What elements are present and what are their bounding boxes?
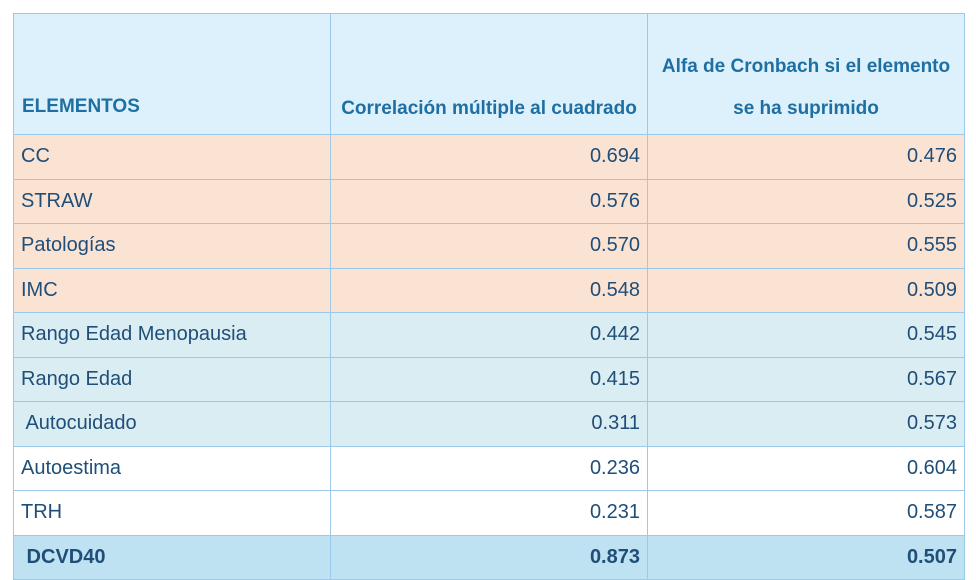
row-correlation-value: 0.576 bbox=[330, 178, 648, 224]
row-label: IMC bbox=[13, 267, 331, 313]
row-alpha-value: 0.587 bbox=[647, 490, 965, 536]
table-row: IMC 0.548 0.509 bbox=[13, 267, 965, 313]
header-alfa: Alfa de Cronbach si el elemento se ha su… bbox=[647, 13, 965, 135]
row-correlation-value: 0.548 bbox=[330, 267, 648, 313]
row-alpha-value: 0.555 bbox=[647, 223, 965, 269]
table-row: CC 0.694 0.476 bbox=[13, 134, 965, 180]
row-label: Autoestima bbox=[13, 445, 331, 491]
table-row: Patologías 0.570 0.555 bbox=[13, 223, 965, 269]
row-alpha-value: 0.567 bbox=[647, 356, 965, 402]
row-alpha-value: 0.476 bbox=[647, 134, 965, 180]
row-alpha-value: 0.525 bbox=[647, 178, 965, 224]
row-correlation-value: 0.311 bbox=[330, 401, 648, 447]
reliability-table: ELEMENTOS Correlación múltiple al cuadra… bbox=[13, 13, 965, 580]
row-correlation-value: 0.236 bbox=[330, 445, 648, 491]
table-row: Autocuidado 0.311 0.573 bbox=[13, 401, 965, 447]
row-label: CC bbox=[13, 134, 331, 180]
table-row: Autoestima 0.236 0.604 bbox=[13, 445, 965, 491]
row-alpha-value: 0.509 bbox=[647, 267, 965, 313]
table-row: TRH 0.231 0.587 bbox=[13, 490, 965, 536]
row-correlation-value: 0.231 bbox=[330, 490, 648, 536]
row-alpha-value: 0.573 bbox=[647, 401, 965, 447]
table-body: CC 0.694 0.476 STRAW 0.576 0.525 Patologías 0.5… bbox=[13, 134, 965, 580]
header-elementos: ELEMENTOS bbox=[13, 13, 331, 135]
row-label: Rango Edad Menopausia bbox=[13, 312, 331, 358]
row-alpha-value: 0.604 bbox=[647, 445, 965, 491]
row-label: DCVD40 bbox=[13, 534, 331, 580]
table-row: Rango Edad 0.415 0.567 bbox=[13, 356, 965, 402]
row-label: Patologías bbox=[13, 223, 331, 269]
table-row: STRAW 0.576 0.525 bbox=[13, 178, 965, 224]
row-alpha-value: 0.507 bbox=[647, 534, 965, 580]
row-label: Autocuidado bbox=[13, 401, 331, 447]
table-row: Rango Edad Menopausia 0.442 0.545 bbox=[13, 312, 965, 358]
row-label: Rango Edad bbox=[13, 356, 331, 402]
table-header-row: ELEMENTOS Correlación múltiple al cuadra… bbox=[13, 13, 965, 135]
row-correlation-value: 0.415 bbox=[330, 356, 648, 402]
row-correlation-value: 0.570 bbox=[330, 223, 648, 269]
header-correlacion: Correlación múltiple al cuadrado bbox=[330, 13, 648, 135]
row-correlation-value: 0.442 bbox=[330, 312, 648, 358]
row-correlation-value: 0.873 bbox=[330, 534, 648, 580]
row-correlation-value: 0.694 bbox=[330, 134, 648, 180]
row-label: TRH bbox=[13, 490, 331, 536]
row-alpha-value: 0.545 bbox=[647, 312, 965, 358]
table-container: ELEMENTOS Correlación múltiple al cuadra… bbox=[13, 13, 965, 580]
table-row: DCVD40 0.873 0.507 bbox=[13, 534, 965, 580]
row-label: STRAW bbox=[13, 178, 331, 224]
